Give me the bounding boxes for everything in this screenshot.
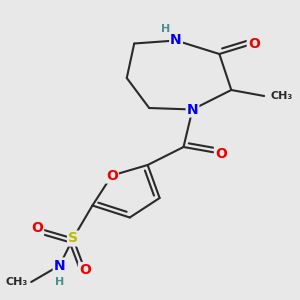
Text: O: O — [215, 147, 227, 160]
Text: S: S — [68, 232, 78, 245]
Text: O: O — [79, 263, 91, 277]
Text: O: O — [31, 221, 43, 235]
Text: CH₃: CH₃ — [270, 91, 292, 101]
Text: O: O — [106, 169, 118, 182]
Text: H: H — [55, 277, 64, 287]
Text: N: N — [54, 259, 65, 272]
Text: N: N — [170, 34, 182, 47]
Text: N: N — [187, 103, 198, 116]
Text: O: O — [248, 37, 260, 50]
Text: H: H — [161, 23, 170, 34]
Text: CH₃: CH₃ — [6, 277, 28, 287]
